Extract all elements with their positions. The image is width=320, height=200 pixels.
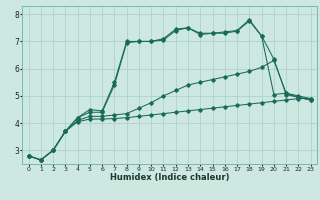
X-axis label: Humidex (Indice chaleur): Humidex (Indice chaleur) [110, 173, 229, 182]
